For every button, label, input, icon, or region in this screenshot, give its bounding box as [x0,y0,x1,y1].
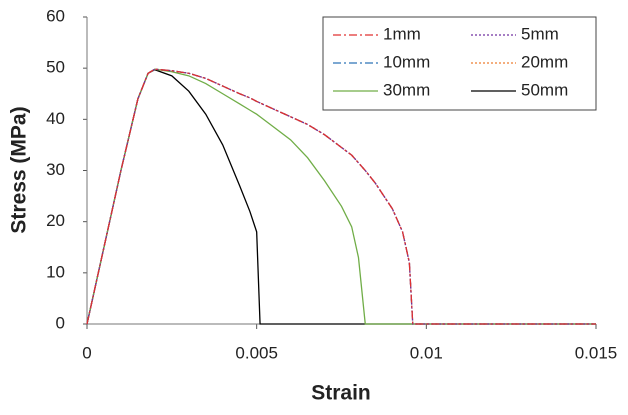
y-tick-label: 30 [46,160,65,179]
legend-label: 50mm [521,80,568,99]
x-tick-label: 0.015 [575,343,618,362]
y-tick-label: 10 [46,262,65,281]
x-axis-title: Strain [311,382,371,405]
series-line [86,68,596,325]
legend-label: 5mm [521,24,559,43]
y-tick-label: 60 [46,6,65,25]
legend-label: 1mm [383,24,421,43]
y-axis-title: Stress (MPa) [8,106,31,233]
series-line [86,68,596,325]
x-tick-label: 0.01 [410,343,443,362]
y-tick-label: 0 [56,313,65,332]
y-tick-label: 40 [46,109,65,128]
y-tick-label: 50 [46,58,65,77]
legend-label: 20mm [521,52,568,71]
legend-label: 30mm [383,80,430,99]
legend-label: 10mm [383,52,430,71]
x-tick-label: 0.005 [235,343,278,362]
x-tick-label: 0 [82,343,91,362]
y-tick-label: 20 [46,211,65,230]
